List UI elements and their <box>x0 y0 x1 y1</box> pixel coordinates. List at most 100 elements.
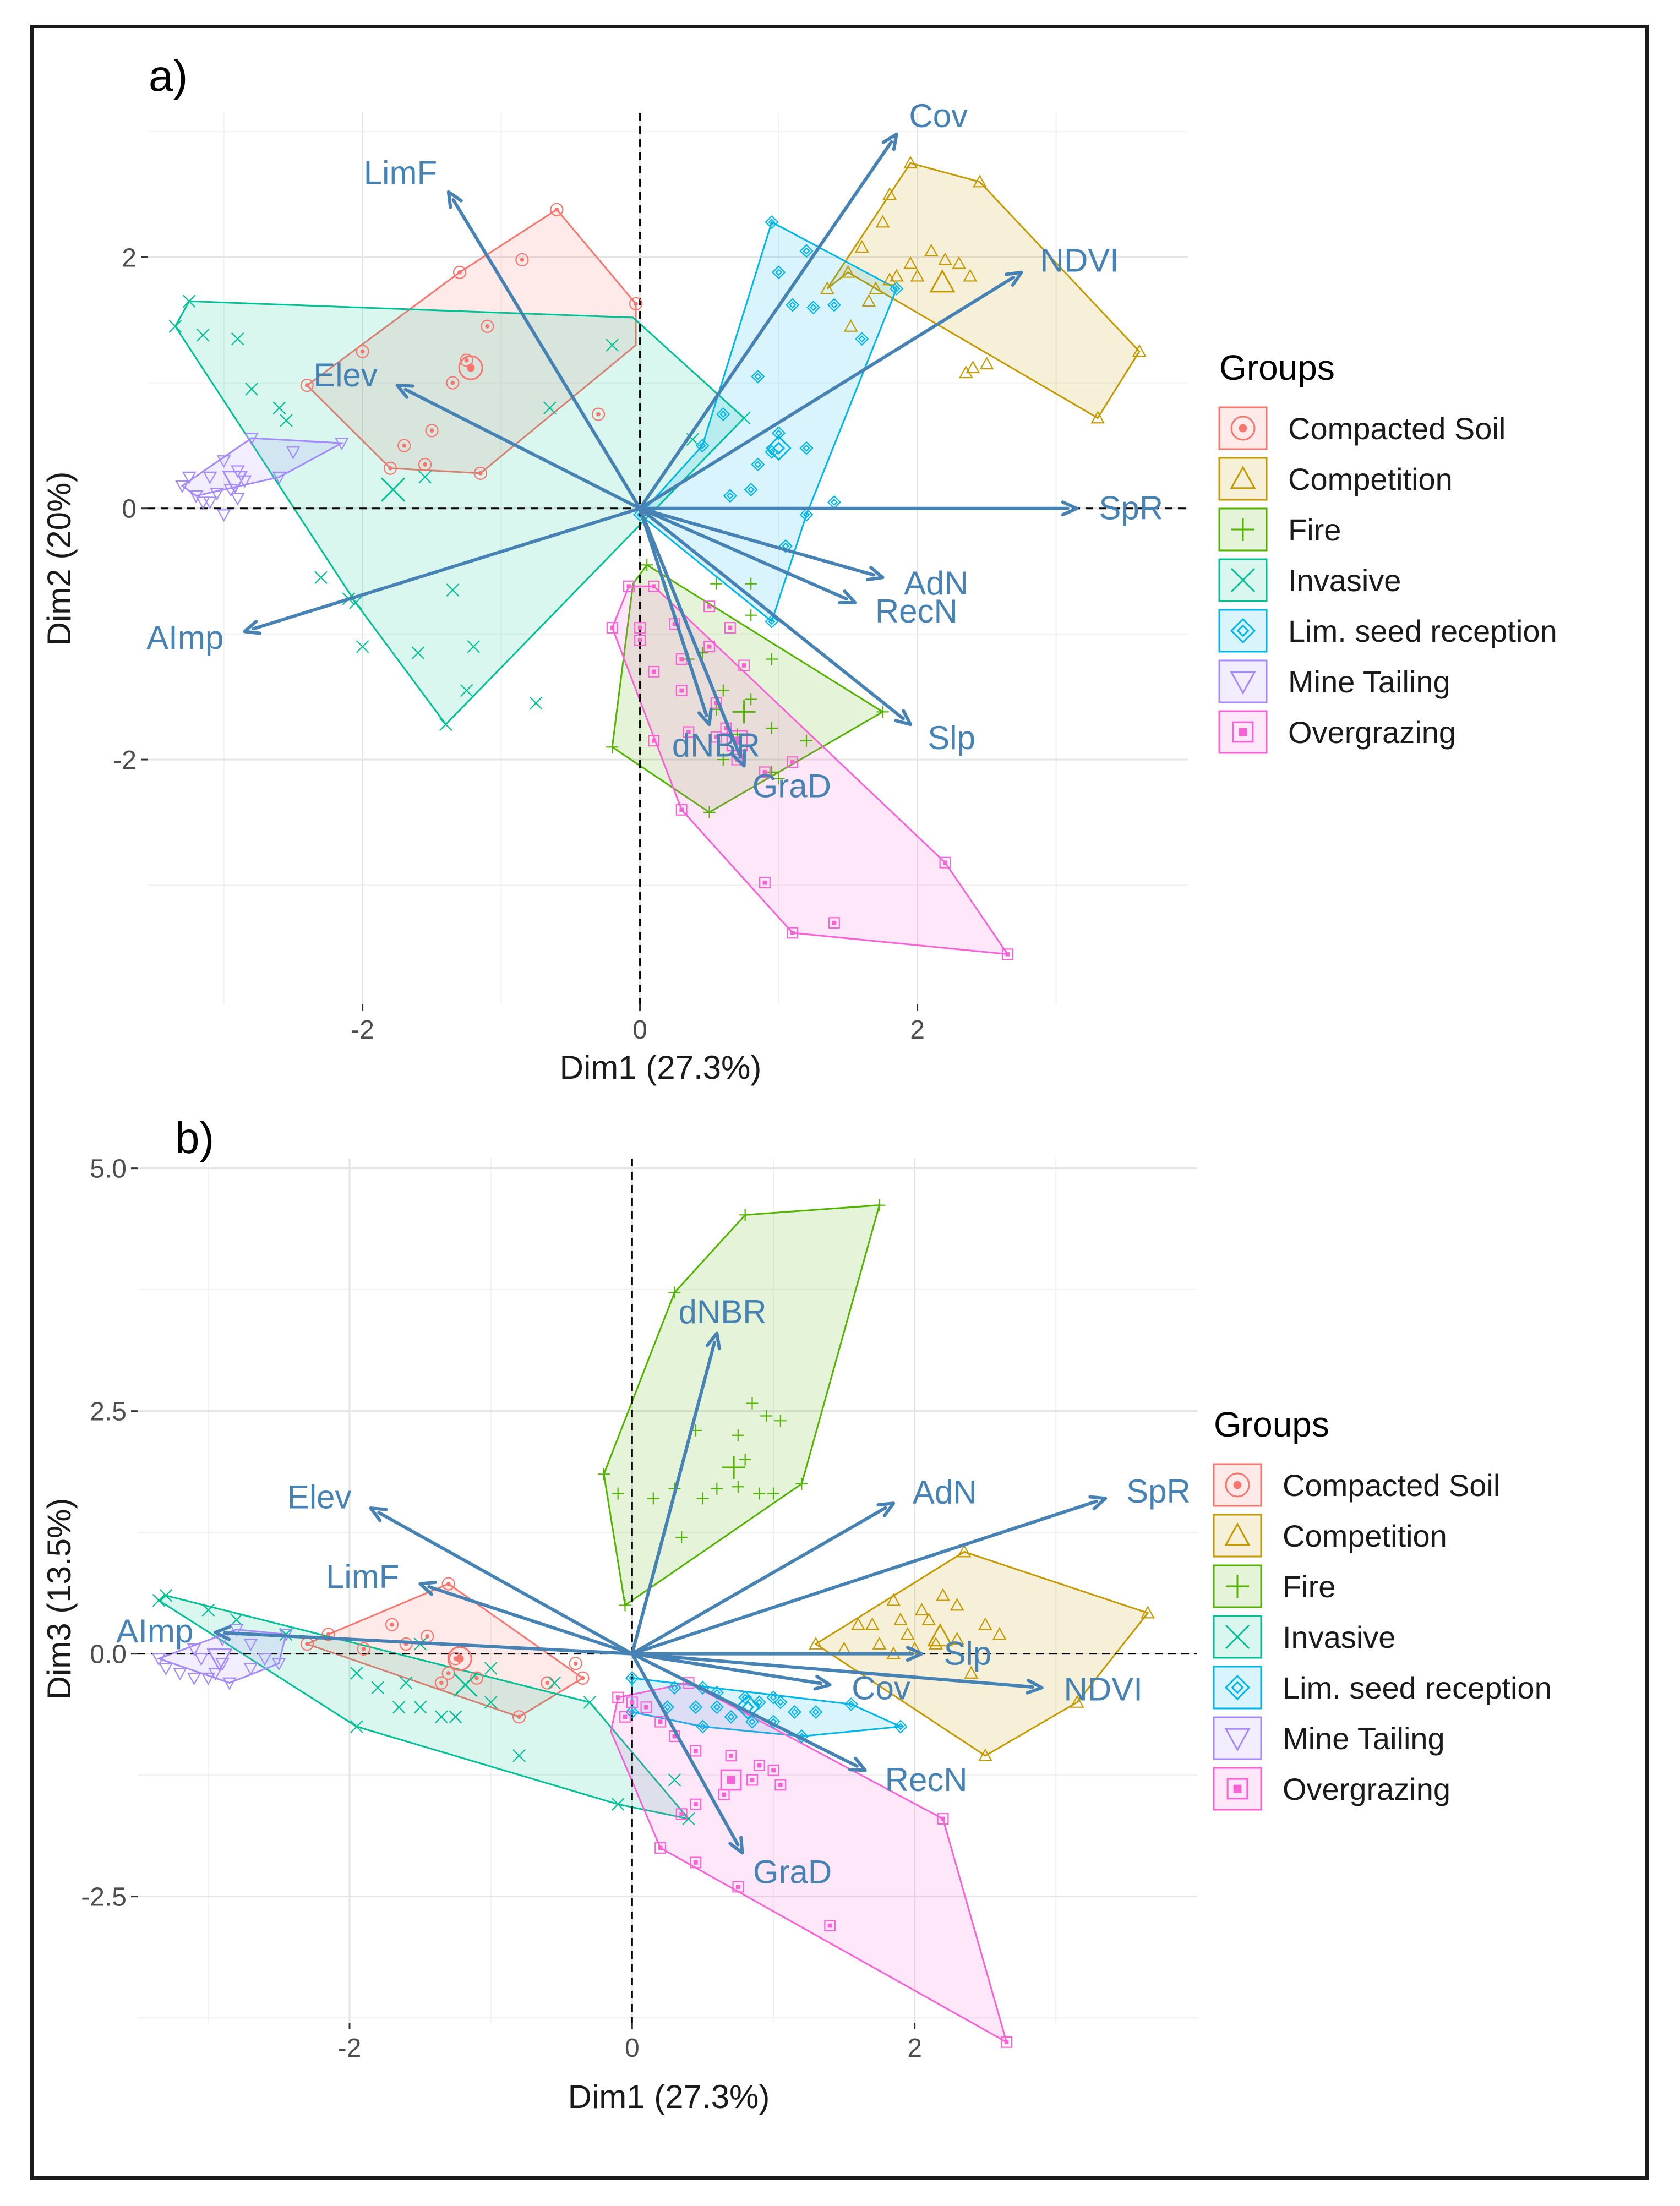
point-competition <box>903 256 918 269</box>
point-overgrazing <box>612 1691 624 1703</box>
y-tick-label: 0 <box>122 495 137 524</box>
point-competition <box>992 1627 1007 1640</box>
arrowhead-adn <box>876 1501 896 1517</box>
point-invasive <box>350 1720 363 1733</box>
centroid-invasive <box>380 477 406 502</box>
point-lim-seed-reception <box>893 1719 908 1734</box>
point-invasive <box>529 696 543 710</box>
point-lim-seed-reception <box>710 1700 724 1714</box>
point-lim-seed-reception <box>724 1710 738 1724</box>
point-fire <box>711 1482 723 1495</box>
point-overgrazing <box>623 580 635 592</box>
point-lim-seed-reception <box>773 1695 788 1710</box>
legend-label: Overgrazing <box>1288 715 1456 750</box>
point-competition <box>936 1588 950 1601</box>
point-invasive <box>411 646 425 659</box>
point-lim-seed-reception <box>696 1719 710 1734</box>
point-overgrazing <box>690 1856 702 1869</box>
point-mine-tailing <box>244 433 259 446</box>
panel-a-x-axis-title: Dim1 (27.3%) <box>560 1049 762 1086</box>
y-tick-label: 2 <box>122 243 137 272</box>
variable-label-aimp: AImp <box>116 1613 193 1650</box>
legend-key <box>1213 1666 1262 1710</box>
point-overgrazing <box>634 622 646 634</box>
legend-item-overgrazing: Overgrazing <box>1213 1767 1450 1811</box>
panel-b-x-axis-title: Dim1 (27.3%) <box>568 2078 770 2115</box>
point-lim-seed-reception <box>625 1705 639 1719</box>
arrowhead-spr <box>1088 1495 1108 1511</box>
point-fire <box>606 741 619 753</box>
legend-symbol-compacted-soil <box>1230 416 1256 441</box>
legend-label: Lim. seed reception <box>1283 1670 1552 1705</box>
arrow-grad <box>630 1652 740 1847</box>
point-overgrazing <box>648 735 660 747</box>
arrow-limf <box>451 198 642 510</box>
legend-title: Groups <box>1214 1405 1329 1444</box>
point-overgrazing <box>654 1842 667 1854</box>
point-fire <box>717 684 729 697</box>
variable-label-ndvi: NDVI <box>1064 1671 1143 1708</box>
point-invasive <box>152 1593 166 1607</box>
legend-item-fire: Fire <box>1213 1564 1335 1608</box>
point-competition <box>865 1617 880 1630</box>
centroid-overgrazing <box>720 1769 742 1791</box>
point-overgrazing <box>787 756 799 768</box>
point-fire <box>746 1397 759 1410</box>
point-compacted-soil <box>356 345 369 358</box>
centroid-lim-seed-reception <box>766 435 792 461</box>
variable-label-recn: RecN <box>885 1761 968 1798</box>
arrowhead-ndvi <box>1004 270 1023 287</box>
arrow-slp <box>638 506 905 720</box>
variable-label-adn: AdN <box>913 1473 977 1510</box>
y-tick-label: 5.0 <box>90 1155 127 1184</box>
legend-item-invasive: Invasive <box>1213 1615 1395 1659</box>
point-competition <box>979 357 994 370</box>
x-tick-label: -2 <box>338 2034 362 2063</box>
point-invasive <box>314 571 328 585</box>
point-fire <box>703 806 716 818</box>
point-invasive <box>197 329 210 342</box>
point-competition <box>964 1666 979 1679</box>
point-fire <box>766 722 778 735</box>
legend-key <box>1213 1463 1262 1507</box>
point-lim-seed-reception <box>745 1714 760 1729</box>
point-overgrazing <box>1001 948 1013 960</box>
legend-key <box>1218 457 1268 501</box>
point-overgrazing <box>759 877 771 889</box>
point-competition <box>1070 1695 1084 1708</box>
point-compacted-soil <box>629 297 643 310</box>
point-mine-tailing <box>175 480 189 493</box>
point-overgrazing <box>759 766 771 778</box>
point-fire <box>675 1531 688 1543</box>
x-tick-label: 2 <box>910 1015 925 1045</box>
point-invasive <box>512 1749 526 1762</box>
centroid-mine-tailing <box>222 471 248 494</box>
point-mine-tailing <box>203 471 217 484</box>
point-fire <box>710 577 723 590</box>
arrowhead-adn <box>865 566 885 582</box>
point-competition <box>921 1612 936 1625</box>
point-overgrazing <box>675 685 688 697</box>
point-fire <box>795 1477 808 1490</box>
point-overgrazing <box>710 731 722 743</box>
point-compacted-soil <box>321 1628 335 1641</box>
point-invasive <box>682 1812 695 1826</box>
point-lim-seed-reception <box>827 298 841 312</box>
point-compacted-soil <box>300 379 314 392</box>
variable-label-slp: Slp <box>944 1635 992 1672</box>
y-tick-label: 0.0 <box>90 1640 127 1669</box>
legend-item-compacted-soil: Compacted Soil <box>1213 1463 1500 1507</box>
arrowhead-aimp <box>214 1625 232 1641</box>
panel-b-hulls <box>156 1204 1149 2044</box>
point-compacted-soil <box>357 1642 370 1656</box>
point-competition <box>1141 1606 1155 1619</box>
legend-label: Lim. seed reception <box>1288 614 1557 648</box>
point-competition <box>872 1636 887 1650</box>
point-competition <box>809 1636 823 1650</box>
point-mine-tailing <box>187 1643 201 1657</box>
point-overgrazing <box>824 1920 836 1932</box>
variable-label-spr: SpR <box>1126 1473 1191 1510</box>
point-fire <box>772 772 785 785</box>
arrow-elev <box>403 387 642 510</box>
point-competition <box>854 239 869 253</box>
